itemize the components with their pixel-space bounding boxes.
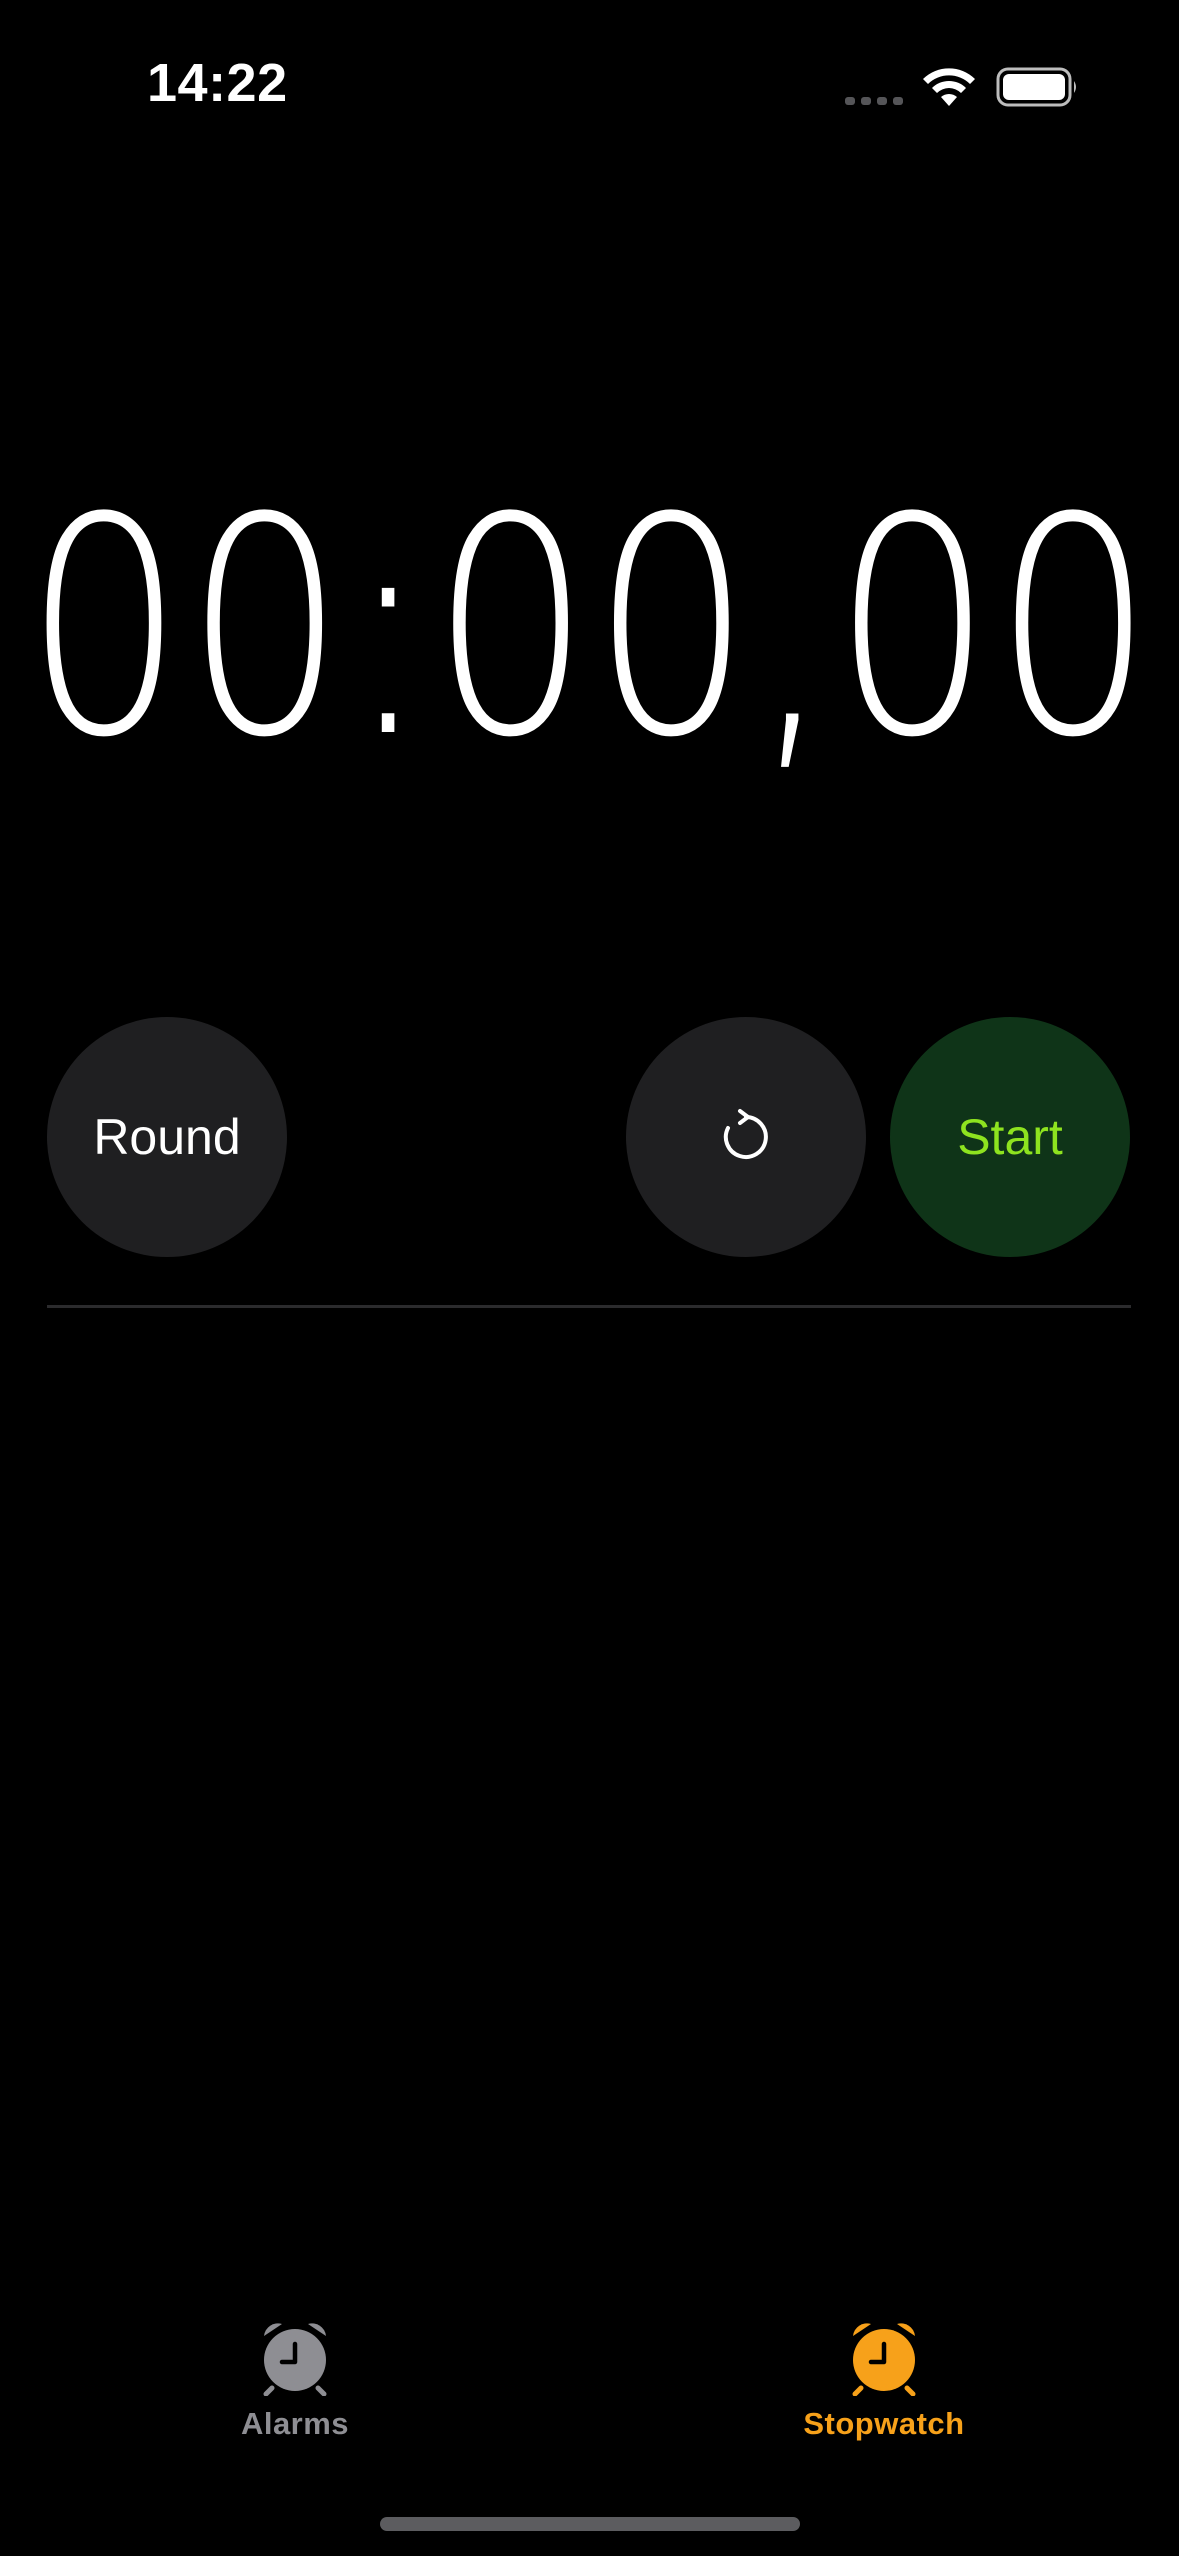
status-bar: 14:22 — [0, 0, 1179, 170]
start-button-label: Start — [957, 1109, 1063, 1165]
start-button[interactable]: Start — [890, 1017, 1130, 1257]
home-indicator[interactable] — [380, 2517, 800, 2531]
tab-stopwatch[interactable]: Stopwatch — [734, 2318, 1034, 2458]
tab-stopwatch-label: Stopwatch — [803, 2406, 965, 2441]
round-button-label: Round — [93, 1109, 241, 1165]
tab-alarms-label: Alarms — [240, 2406, 350, 2441]
status-time: 14:22 — [147, 53, 288, 113]
laps-divider — [47, 1305, 1131, 1308]
alarm-clock-icon — [852, 2323, 916, 2396]
reset-icon — [723, 1109, 768, 1159]
alarm-clock-icon — [263, 2323, 327, 2396]
cellular-signal-icon — [845, 97, 903, 105]
stopwatch-time-text: 00:00,00 — [24, 470, 1154, 800]
round-button[interactable]: Round — [47, 1017, 287, 1257]
tab-alarms[interactable]: Alarms — [145, 2318, 445, 2458]
reset-button[interactable] — [626, 1017, 866, 1257]
wifi-icon — [923, 68, 975, 106]
stopwatch-display: 00:00,00 — [0, 454, 1179, 803]
battery-icon — [996, 67, 1076, 107]
